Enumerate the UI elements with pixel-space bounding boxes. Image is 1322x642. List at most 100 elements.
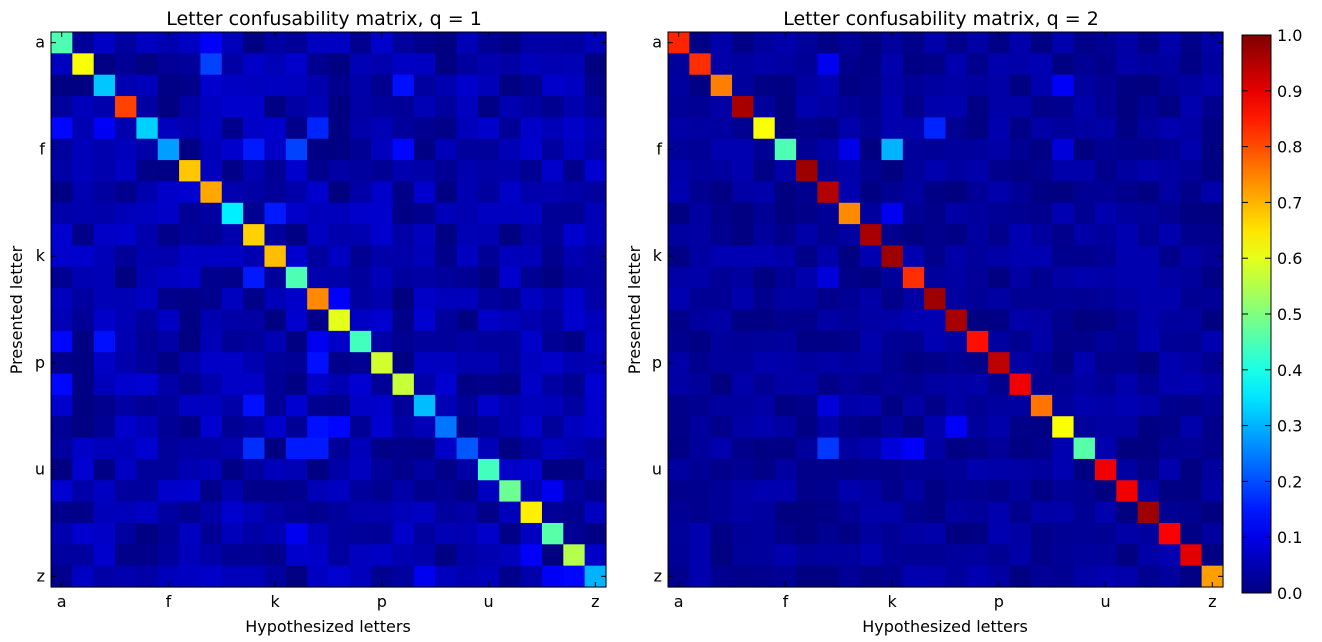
cell-v-q [392, 480, 415, 503]
cell-h-b [689, 181, 712, 204]
cell-k-l [285, 245, 308, 268]
cell-p-l [902, 352, 925, 375]
cell-g-w [520, 160, 543, 183]
cell-i-w [1137, 202, 1160, 225]
cell-c-f [774, 74, 797, 97]
cell-d-j [243, 96, 266, 118]
cell-h-g [179, 181, 202, 204]
cell-r-f [774, 394, 797, 417]
cell-e-p [371, 117, 394, 140]
cell-c-l [285, 74, 308, 97]
cell-j-o [966, 224, 989, 247]
cell-c-d [115, 74, 137, 97]
cell-b-h [817, 53, 840, 76]
cell-k-b [689, 245, 712, 268]
cell-o-c [93, 330, 116, 353]
cell-b-u [477, 53, 500, 76]
cell-l-n [328, 266, 351, 289]
cell-f-n [945, 138, 968, 161]
cell-i-q [392, 202, 415, 225]
cell-x-x [541, 522, 564, 545]
cell-n-y [1180, 309, 1203, 332]
cell-e-u [477, 117, 500, 140]
cell-s-p [371, 416, 394, 439]
cell-w-j [243, 501, 266, 524]
cell-e-g [796, 117, 819, 140]
cell-r-k [881, 394, 904, 417]
cell-d-l [285, 96, 308, 118]
cell-k-m [307, 245, 330, 268]
cell-a-w [1137, 32, 1160, 54]
cell-v-x [1158, 480, 1181, 503]
cell-a-s [435, 32, 458, 54]
cell-a-n [945, 32, 968, 54]
cell-e-h [200, 117, 223, 140]
cell-p-g [179, 352, 202, 375]
cell-k-m [924, 245, 947, 268]
cell-d-h [817, 96, 840, 118]
cell-f-t [456, 138, 479, 161]
cell-n-x [1158, 309, 1181, 332]
cell-l-n [945, 266, 968, 289]
cell-e-v [1116, 117, 1139, 140]
cell-h-e [136, 181, 159, 204]
cell-k-t [456, 245, 479, 268]
cell-j-a [51, 224, 73, 247]
cell-j-t [456, 224, 479, 247]
cell-v-v [499, 480, 522, 503]
cell-g-q [1009, 160, 1032, 183]
cell-d-z [584, 96, 607, 118]
cell-m-o [966, 288, 989, 311]
cell-n-f [774, 309, 797, 332]
cell-t-m [307, 437, 330, 460]
cell-y-q [392, 544, 415, 567]
cell-j-n [945, 224, 968, 247]
cell-f-g [179, 138, 202, 161]
cell-n-i [838, 309, 861, 332]
cell-u-d [115, 458, 137, 481]
cell-b-p [371, 53, 394, 76]
cell-l-r [413, 266, 436, 289]
cell-z-k [264, 565, 287, 588]
cell-m-y [563, 288, 586, 311]
cell-y-u [477, 544, 500, 567]
cell-l-q [1009, 266, 1032, 289]
cell-l-h [200, 266, 223, 289]
cell-q-w [1137, 373, 1160, 396]
cell-f-b [72, 138, 95, 161]
cell-l-x [1158, 266, 1181, 289]
cell-p-e [753, 352, 776, 375]
cell-n-k [264, 309, 287, 332]
cell-j-c [710, 224, 733, 247]
cell-j-b [689, 224, 712, 247]
cell-q-m [924, 373, 947, 396]
cell-u-o [349, 458, 372, 481]
cell-r-a [51, 394, 73, 417]
cell-i-c [93, 202, 116, 225]
cell-k-r [1030, 245, 1053, 268]
cell-r-m [307, 394, 330, 417]
cell-d-g [179, 96, 202, 118]
cell-g-i [221, 160, 244, 183]
cell-c-v [499, 74, 522, 97]
cell-t-c [710, 437, 733, 460]
cell-k-h [200, 245, 223, 268]
cell-u-t [456, 458, 479, 481]
cell-o-e [753, 330, 776, 353]
cell-i-g [179, 202, 202, 225]
cell-y-s [1052, 544, 1075, 567]
cell-c-m [924, 74, 947, 97]
cell-y-r [1030, 544, 1053, 567]
cell-s-y [1180, 416, 1203, 439]
cell-i-s [1052, 202, 1075, 225]
cell-z-u [477, 565, 500, 588]
cell-g-m [307, 160, 330, 183]
cell-x-r [1030, 522, 1053, 545]
cell-i-o [966, 202, 989, 225]
cell-c-b [72, 74, 95, 97]
cell-x-b [72, 522, 95, 545]
cell-t-m [924, 437, 947, 460]
cell-x-w [520, 522, 543, 545]
cell-q-a [668, 373, 690, 396]
cell-j-y [563, 224, 586, 247]
